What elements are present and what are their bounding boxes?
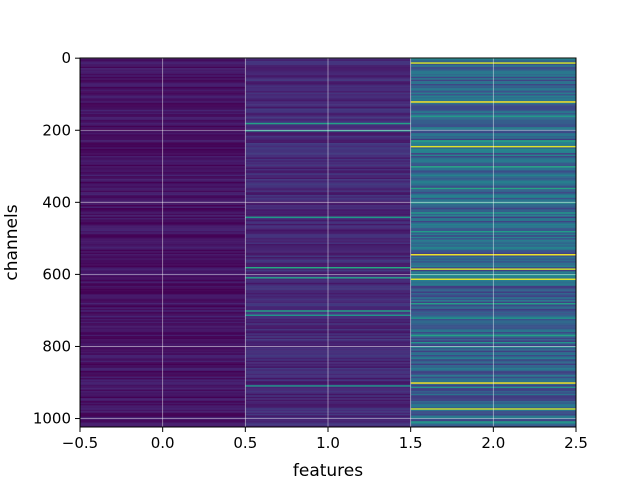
y-tick-label: 600 bbox=[42, 265, 71, 283]
x-tick-label: 0.0 bbox=[151, 434, 175, 452]
y-axis-label: channels bbox=[2, 204, 22, 280]
x-tick-label: −0.5 bbox=[62, 434, 98, 452]
y-tick-label: 400 bbox=[42, 193, 71, 211]
y-tick-label: 800 bbox=[42, 337, 71, 355]
x-axis-ticks: −0.5 0.0 0.5 1.0 1.5 2.0 2.5 bbox=[62, 427, 588, 452]
x-tick-label: 1.0 bbox=[316, 434, 340, 452]
y-tick-label: 0 bbox=[61, 49, 71, 67]
x-axis-label: features bbox=[293, 461, 363, 480]
x-tick-label: 2.0 bbox=[481, 434, 505, 452]
x-tick-label: 2.5 bbox=[564, 434, 588, 452]
y-tick-label: 1000 bbox=[33, 410, 71, 428]
x-tick-label: 0.5 bbox=[233, 434, 257, 452]
x-tick-label: 1.5 bbox=[399, 434, 423, 452]
y-axis-ticks: 0 200 400 600 800 1000 bbox=[33, 49, 80, 428]
y-tick-label: 200 bbox=[42, 121, 71, 139]
